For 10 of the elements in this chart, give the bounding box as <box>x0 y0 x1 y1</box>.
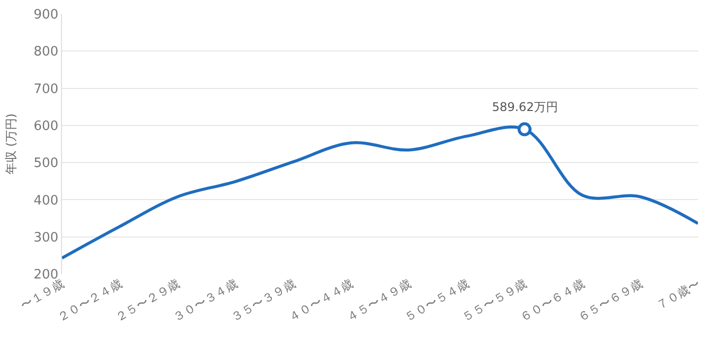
y-tick-label: 500 <box>34 156 58 172</box>
y-tick-label: 300 <box>34 230 58 246</box>
y-tick-label: 900 <box>34 8 58 23</box>
y-tick-label: 400 <box>34 193 58 208</box>
x-tick-label: ７０歳〜 <box>654 276 702 313</box>
y-tick-label: 700 <box>34 82 58 97</box>
y-tick-label: 800 <box>34 44 58 60</box>
y-axis-title: 年収 (万円) <box>4 113 18 175</box>
annotation: 589.62万円 <box>492 100 558 114</box>
y-tick-label: 600 <box>34 118 58 134</box>
